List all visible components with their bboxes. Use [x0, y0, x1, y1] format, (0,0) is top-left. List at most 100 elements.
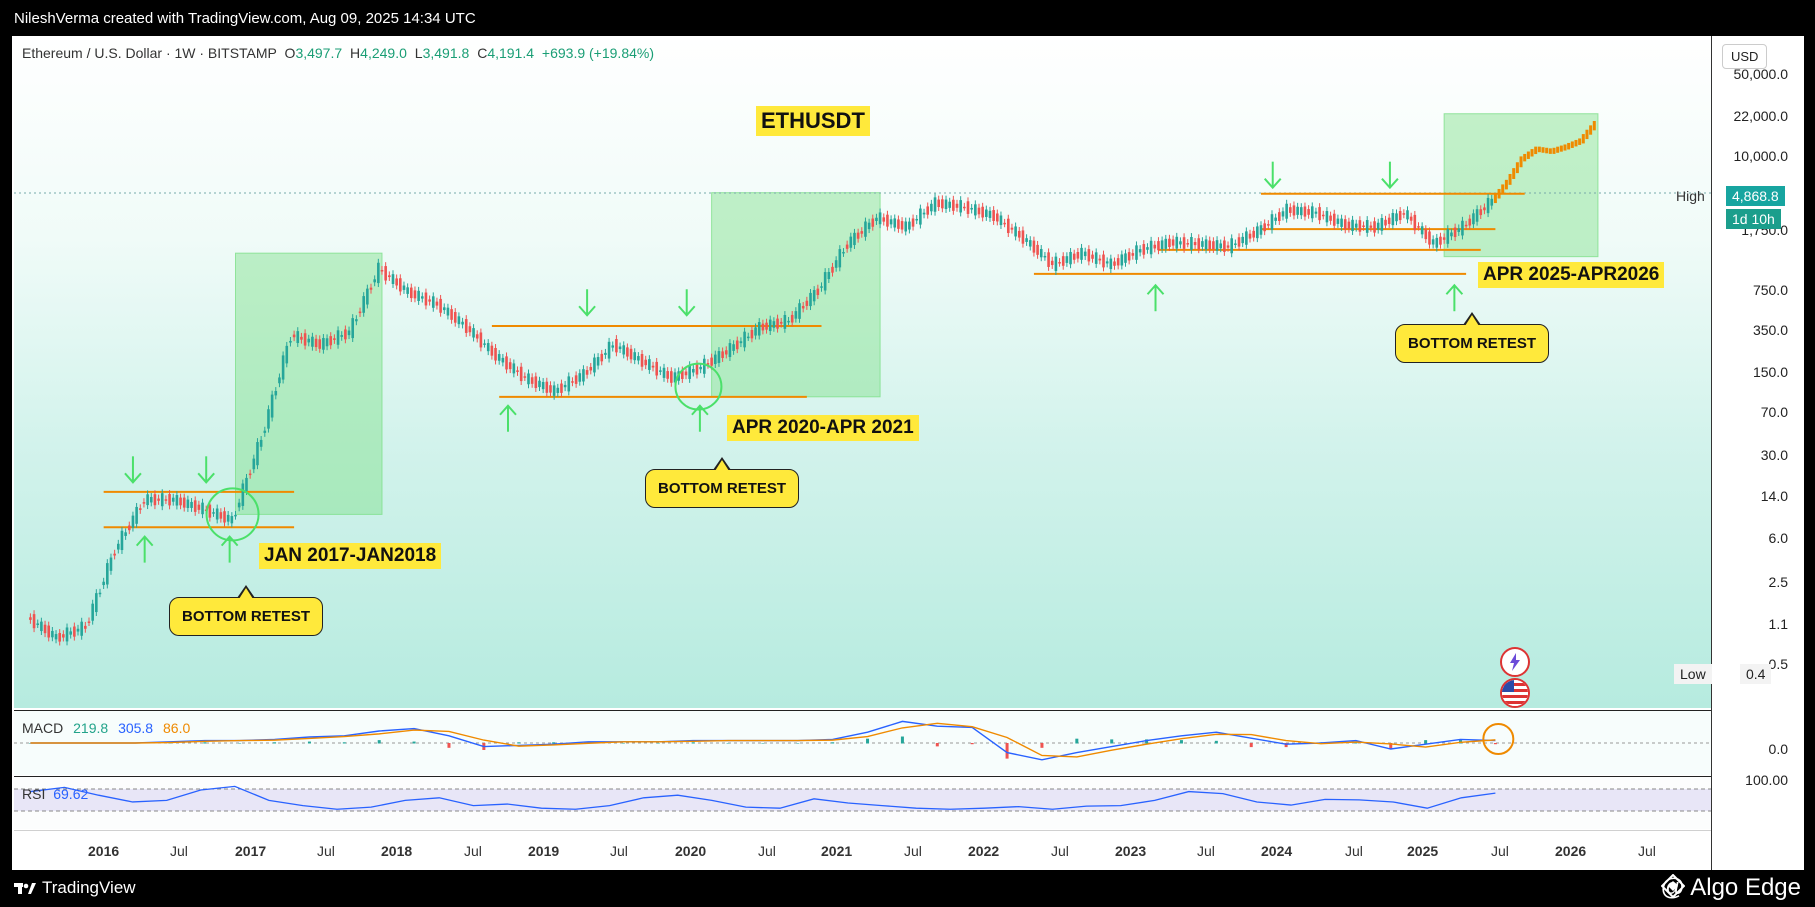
- macd-histogram-bar: [1424, 740, 1428, 744]
- price-candle: [358, 311, 362, 314]
- price-candle: [794, 311, 798, 319]
- price-candle: [604, 352, 607, 355]
- price-candle: [464, 319, 468, 333]
- price-candle: [131, 515, 135, 528]
- price-candle: [380, 269, 384, 272]
- price-candle: [959, 200, 962, 213]
- price-candle: [84, 625, 87, 629]
- price-candle: [1358, 220, 1362, 232]
- high-label: H: [350, 45, 361, 61]
- time-tick: Jul: [904, 843, 922, 859]
- price-candle: [307, 338, 311, 343]
- us-flag-icon[interactable]: [1500, 678, 1530, 708]
- price-candle: [483, 343, 486, 345]
- price-candle: [845, 244, 849, 249]
- price-candle: [157, 498, 160, 501]
- price-candle: [201, 502, 204, 515]
- price-tick: 1.1: [1768, 616, 1788, 632]
- price-candle: [812, 290, 816, 302]
- macd-histogram-bar: [761, 743, 765, 744]
- price-candle: [699, 366, 702, 370]
- price-candle: [377, 262, 380, 284]
- price-candle: [329, 336, 333, 346]
- macd-histogram-bar: [1249, 743, 1253, 748]
- alert-icon[interactable]: [1500, 647, 1530, 677]
- price-candle: [1197, 238, 1201, 250]
- price-candle: [95, 593, 98, 613]
- tradingview-logo[interactable]: TradingView: [14, 878, 136, 898]
- rsi-band: [14, 789, 1711, 811]
- price-candle: [340, 335, 344, 337]
- price-candle: [1256, 226, 1259, 239]
- price-candle: [904, 221, 908, 232]
- time-axis[interactable]: 2016 Jul 2017 Jul 2018 Jul 2019 Jul 2020…: [14, 830, 1711, 871]
- price-candle: [54, 634, 58, 640]
- price-candle: [596, 357, 600, 366]
- price-candle: [1248, 233, 1252, 239]
- price-candle: [1109, 258, 1113, 270]
- price-candle: [618, 346, 622, 350]
- price-candle: [36, 623, 40, 625]
- price-candle: [1483, 207, 1486, 211]
- price-candle: [1223, 240, 1226, 252]
- price-candle: [999, 215, 1003, 226]
- symbol-label: Ethereum / U.S. Dollar · 1W · BITSTAMP: [22, 45, 277, 61]
- price-candle: [538, 380, 541, 388]
- price-candle: [919, 208, 922, 225]
- time-tick: Jul: [1638, 843, 1656, 859]
- price-candle: [593, 357, 596, 373]
- projection-bar: [1512, 168, 1516, 179]
- price-candle: [1464, 224, 1468, 227]
- price-candle: [442, 307, 446, 311]
- price-candle: [428, 299, 431, 302]
- flag-icon: [1502, 680, 1528, 706]
- price-candle: [47, 625, 51, 638]
- cycle-label-2017: JAN 2017-JAN2018: [259, 543, 442, 569]
- time-tick: 2025: [1407, 843, 1439, 859]
- price-candle: [1160, 240, 1164, 250]
- price-candle: [600, 353, 604, 362]
- price-candle: [563, 384, 567, 388]
- macd-histogram-bar: [307, 741, 311, 744]
- price-candle: [1468, 218, 1472, 226]
- price-candle: [468, 326, 472, 333]
- price-candle: [124, 532, 127, 536]
- price-candle: [703, 358, 706, 374]
- price-candle: [117, 543, 120, 550]
- price-tick: 22,000.0: [1733, 108, 1789, 124]
- price-candle: [1190, 237, 1193, 250]
- macd-histogram-bar: [517, 742, 521, 744]
- price-candle: [69, 631, 72, 635]
- price-candle: [963, 206, 966, 209]
- price-candle: [1120, 254, 1124, 266]
- price-candle: [897, 219, 900, 229]
- macd-pane[interactable]: [14, 710, 1711, 775]
- price-candle: [1336, 218, 1340, 224]
- price-axis[interactable]: USD 50,000.0 22,000.0 10,000.0 1,750.0 7…: [1711, 36, 1804, 870]
- price-candle: [1047, 252, 1050, 267]
- price-candle: [347, 330, 351, 336]
- rsi-pane[interactable]: [14, 776, 1711, 829]
- price-candle: [1091, 254, 1094, 259]
- price-candle: [267, 409, 270, 429]
- price-candle: [545, 381, 549, 393]
- price-candle: [519, 366, 523, 382]
- price-candle: [776, 318, 779, 329]
- price-candle: [120, 530, 124, 551]
- price-candle: [91, 603, 94, 621]
- price-candle: [40, 621, 43, 632]
- projection-bar: [1592, 120, 1596, 131]
- price-candle: [659, 370, 662, 372]
- price-candle: [186, 499, 190, 508]
- price-candle: [1475, 209, 1479, 222]
- price-candle: [102, 581, 105, 586]
- price-candle: [259, 439, 263, 447]
- price-candle: [1351, 219, 1354, 232]
- price-candle: [849, 236, 853, 248]
- price-candle: [1003, 222, 1006, 225]
- price-candle: [1212, 241, 1215, 250]
- main-price-pane[interactable]: [14, 36, 1711, 708]
- macd-histogram-bar: [412, 741, 416, 744]
- low-label: L: [414, 45, 423, 61]
- currency-button[interactable]: USD: [1722, 44, 1768, 69]
